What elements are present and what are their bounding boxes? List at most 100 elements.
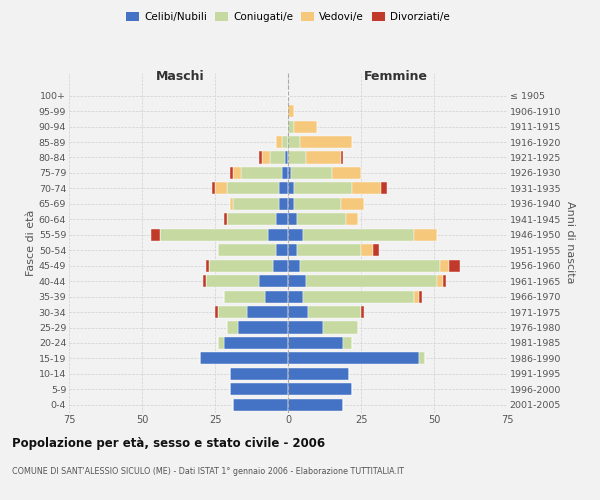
Bar: [323, 322, 358, 334]
Text: Popolazione per età, sesso e stato civile - 2006: Popolazione per età, sesso e stato civil…: [12, 438, 325, 450]
Bar: [288, 322, 323, 334]
Bar: [343, 337, 352, 349]
Bar: [302, 290, 413, 302]
Bar: [233, 398, 288, 411]
Bar: [288, 352, 419, 364]
Bar: [215, 306, 218, 318]
Bar: [288, 384, 352, 396]
Bar: [437, 275, 443, 287]
Bar: [299, 136, 352, 148]
Legend: Celibi/Nubili, Coniugati/e, Vedovi/e, Divorziati/e: Celibi/Nubili, Coniugati/e, Vedovi/e, Di…: [122, 8, 454, 26]
Bar: [288, 290, 302, 302]
Bar: [332, 167, 361, 179]
Bar: [218, 306, 247, 318]
Bar: [288, 260, 299, 272]
Bar: [308, 306, 361, 318]
Bar: [361, 306, 364, 318]
Bar: [230, 384, 288, 396]
Bar: [305, 275, 437, 287]
Bar: [160, 228, 268, 241]
Bar: [238, 322, 288, 334]
Bar: [218, 337, 224, 349]
Bar: [288, 228, 302, 241]
Bar: [297, 244, 361, 256]
Bar: [288, 198, 294, 210]
Bar: [227, 322, 238, 334]
Bar: [279, 182, 288, 194]
Bar: [449, 260, 460, 272]
Bar: [224, 337, 288, 349]
Bar: [233, 198, 279, 210]
Bar: [288, 306, 308, 318]
Bar: [200, 352, 288, 364]
Bar: [413, 290, 419, 302]
Bar: [294, 182, 352, 194]
Bar: [151, 228, 160, 241]
Bar: [346, 214, 358, 226]
Y-axis label: Fasce di età: Fasce di età: [26, 210, 36, 276]
Bar: [206, 275, 259, 287]
Bar: [297, 214, 346, 226]
Bar: [285, 152, 288, 164]
Bar: [218, 244, 277, 256]
Bar: [206, 260, 209, 272]
Bar: [259, 152, 262, 164]
Bar: [288, 167, 291, 179]
Bar: [291, 167, 332, 179]
Bar: [341, 152, 343, 164]
Bar: [262, 152, 271, 164]
Bar: [373, 244, 379, 256]
Bar: [265, 290, 288, 302]
Bar: [233, 167, 241, 179]
Bar: [294, 120, 317, 132]
Bar: [361, 244, 373, 256]
Bar: [288, 105, 294, 117]
Y-axis label: Anni di nascita: Anni di nascita: [565, 201, 575, 283]
Bar: [247, 306, 288, 318]
Bar: [271, 152, 285, 164]
Bar: [352, 182, 382, 194]
Bar: [279, 198, 288, 210]
Bar: [341, 198, 364, 210]
Bar: [224, 214, 227, 226]
Bar: [274, 260, 288, 272]
Bar: [419, 290, 422, 302]
Bar: [241, 167, 282, 179]
Text: Maschi: Maschi: [155, 70, 204, 84]
Bar: [288, 337, 343, 349]
Bar: [288, 398, 343, 411]
Bar: [230, 198, 233, 210]
Bar: [282, 136, 288, 148]
Bar: [230, 368, 288, 380]
Bar: [443, 275, 446, 287]
Bar: [277, 244, 288, 256]
Bar: [288, 275, 305, 287]
Bar: [203, 275, 206, 287]
Bar: [299, 260, 440, 272]
Bar: [419, 352, 425, 364]
Bar: [288, 214, 297, 226]
Bar: [288, 136, 299, 148]
Bar: [440, 260, 449, 272]
Bar: [305, 152, 341, 164]
Bar: [215, 182, 227, 194]
Bar: [282, 167, 288, 179]
Bar: [227, 182, 279, 194]
Bar: [288, 368, 349, 380]
Bar: [277, 136, 282, 148]
Bar: [268, 228, 288, 241]
Bar: [382, 182, 387, 194]
Bar: [209, 260, 274, 272]
Bar: [288, 182, 294, 194]
Bar: [230, 167, 233, 179]
Text: Femmine: Femmine: [364, 70, 428, 84]
Bar: [259, 275, 288, 287]
Bar: [294, 198, 341, 210]
Bar: [288, 152, 305, 164]
Bar: [288, 120, 294, 132]
Bar: [224, 290, 265, 302]
Text: COMUNE DI SANT'ALESSIO SICULO (ME) - Dati ISTAT 1° gennaio 2006 - Elaborazione T: COMUNE DI SANT'ALESSIO SICULO (ME) - Dat…: [12, 468, 404, 476]
Bar: [288, 244, 297, 256]
Bar: [302, 228, 413, 241]
Bar: [227, 214, 277, 226]
